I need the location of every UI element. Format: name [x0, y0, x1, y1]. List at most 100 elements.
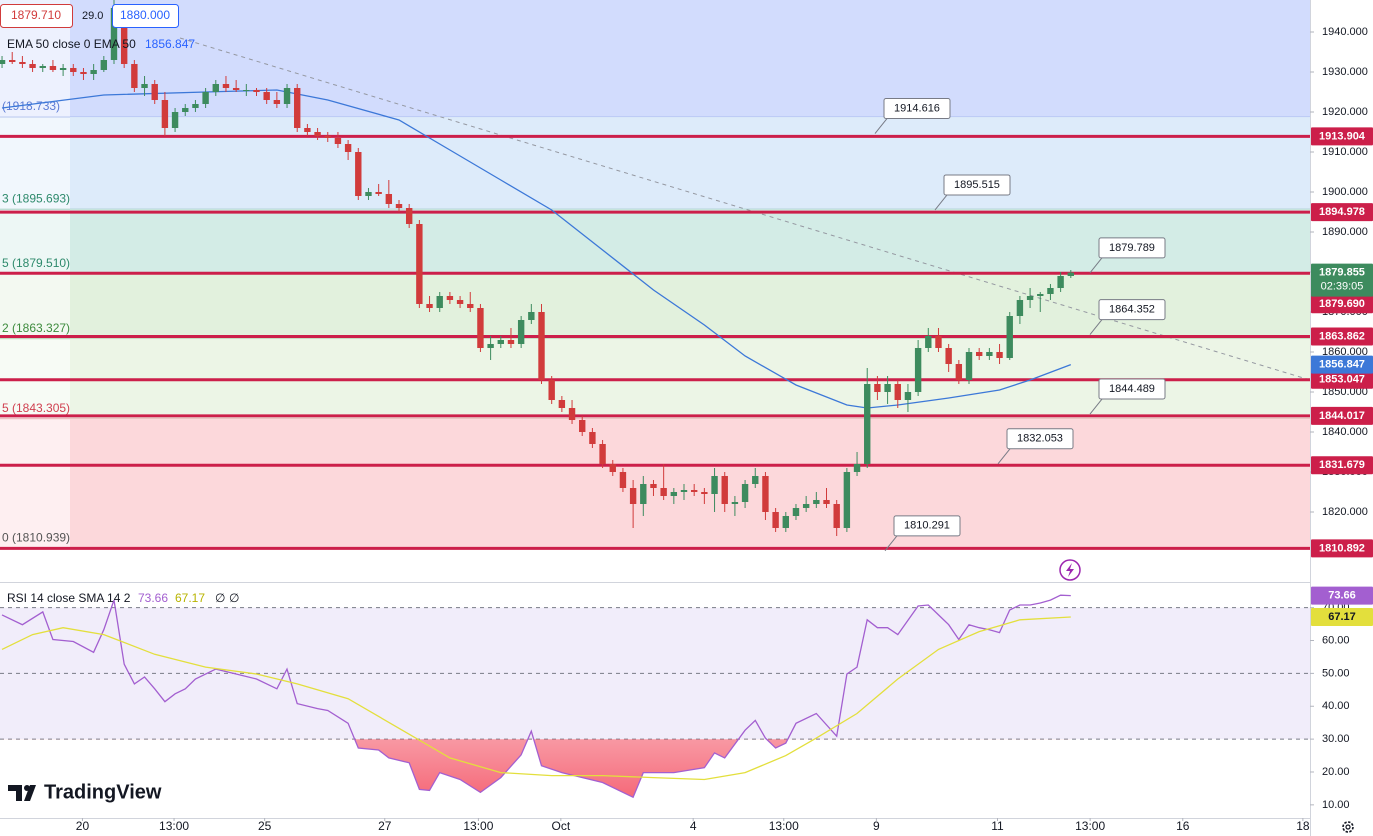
callout-box — [1098, 378, 1166, 400]
x-tick-label: 25 — [258, 819, 272, 833]
candle-body — [690, 490, 698, 492]
level-label-box — [1311, 456, 1373, 475]
candle-body — [741, 484, 749, 502]
candle-body — [599, 444, 606, 464]
candle-body — [711, 476, 718, 494]
x-tick-label: 13:00 — [1075, 819, 1105, 833]
candle-body — [487, 344, 494, 348]
candle-body — [436, 296, 443, 308]
candle-body — [538, 312, 545, 380]
candle-body — [1006, 316, 1013, 358]
callout-pointer — [934, 194, 948, 211]
candle-body — [1057, 276, 1064, 288]
candle-body — [680, 490, 688, 492]
candle-body — [141, 84, 148, 88]
rsi-legend-value: 73.66 — [138, 591, 168, 605]
y-tick-label: 1930.000 — [1322, 66, 1368, 78]
candle-body — [975, 352, 983, 356]
fib-zone — [70, 0, 1310, 118]
y-tick-label: 1940.000 — [1322, 26, 1368, 38]
candle-body — [344, 144, 352, 152]
candle-body — [232, 88, 240, 90]
x-axis-strip — [0, 818, 1310, 836]
candle-body — [629, 488, 637, 504]
x-tick-label: 4 — [690, 819, 697, 833]
level-label-box — [1311, 203, 1373, 222]
level-label: 1844.017 — [1319, 410, 1365, 422]
x-tick-label: 9 — [873, 819, 880, 833]
level-label: 1863.862 — [1319, 330, 1365, 342]
candle-body — [477, 308, 484, 348]
settings-icon[interactable] — [1342, 821, 1354, 833]
candle-body — [80, 72, 87, 74]
rsi-value-label: 73.66 — [1328, 590, 1356, 602]
candle-body — [670, 492, 678, 496]
candle-body — [314, 132, 321, 136]
alert-icon[interactable] — [1059, 559, 1081, 581]
bid-box[interactable] — [0, 4, 73, 28]
candle-body — [650, 484, 657, 488]
rsi-sma-line — [1, 616, 1071, 781]
callout-box — [1098, 237, 1166, 259]
level-label: 1894.978 — [1319, 206, 1365, 218]
candle-body — [884, 384, 891, 392]
candle-body — [935, 336, 942, 348]
candle-body — [120, 12, 128, 64]
rsi-legend-extra: ∅ — [215, 591, 225, 605]
ask-box[interactable] — [112, 4, 179, 28]
candle-body — [874, 384, 881, 392]
candle-body — [497, 340, 504, 344]
candle-body — [29, 64, 36, 68]
y-tick-label: 1820.000 — [1322, 506, 1368, 518]
candle-body — [222, 84, 230, 88]
callout-pointer — [1089, 398, 1103, 415]
last-price: 1879.855 — [1319, 266, 1365, 278]
candle-body — [9, 60, 16, 62]
tradingview-logo[interactable]: TradingView — [8, 781, 162, 803]
ask-price: 1880.000 — [120, 8, 170, 22]
candle-body — [355, 152, 362, 196]
callout-label: 1844.489 — [1109, 383, 1155, 395]
candle-body — [772, 512, 779, 528]
level-label: 1879.690 — [1319, 298, 1365, 310]
candle-body — [996, 352, 1003, 358]
callout-label: 1914.616 — [894, 102, 940, 114]
candle-body — [467, 304, 474, 308]
candle-body — [792, 508, 800, 516]
ema-label-box — [1311, 355, 1373, 374]
candle-body — [731, 502, 739, 504]
candle-body — [405, 208, 413, 224]
candle-body — [864, 384, 871, 464]
candle-body — [660, 488, 667, 496]
y-tick-label: 1910.000 — [1322, 146, 1368, 158]
spread: 29.0 — [82, 10, 103, 22]
callout-box — [1098, 299, 1166, 321]
candle-body — [1016, 300, 1024, 316]
candle-body — [110, 8, 118, 60]
y-tick-label: 1900.000 — [1322, 186, 1368, 198]
x-axis: 20 13:00 25 27 13:00 Oct 4 13:00 9 11 13:00 16 18 — [76, 818, 1310, 833]
candle-body — [59, 68, 67, 70]
callout-box — [893, 515, 961, 537]
rsi-y-tick-label: 50.00 — [1322, 667, 1350, 679]
callout-label: 1810.291 — [904, 520, 950, 532]
callout-box — [943, 174, 1011, 196]
candle-body — [446, 296, 454, 300]
candle-body — [894, 384, 901, 400]
candle-body — [721, 476, 728, 504]
level-label: 1913.904 — [1319, 130, 1366, 142]
callout-label: 1895.515 — [954, 179, 1000, 191]
callout-label: 1832.053 — [1017, 433, 1063, 445]
candle-body — [385, 194, 393, 204]
callout-label: 1879.789 — [1109, 242, 1155, 254]
level-label-box — [1311, 327, 1373, 346]
candle-body — [0, 60, 6, 64]
fib-label: 5 (1843.305) — [2, 401, 70, 415]
candle-body — [507, 340, 515, 344]
callout-pointer — [997, 448, 1011, 465]
candle-body — [39, 66, 46, 68]
candle-body — [365, 192, 372, 196]
candle-body — [90, 70, 97, 74]
candle-body — [171, 112, 179, 128]
